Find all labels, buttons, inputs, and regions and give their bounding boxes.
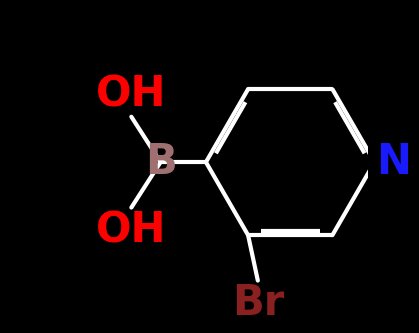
Text: Br: Br bbox=[232, 282, 284, 324]
Text: B: B bbox=[145, 141, 176, 183]
Text: N: N bbox=[376, 141, 411, 183]
Text: OH: OH bbox=[96, 209, 167, 251]
Text: OH: OH bbox=[96, 73, 167, 115]
